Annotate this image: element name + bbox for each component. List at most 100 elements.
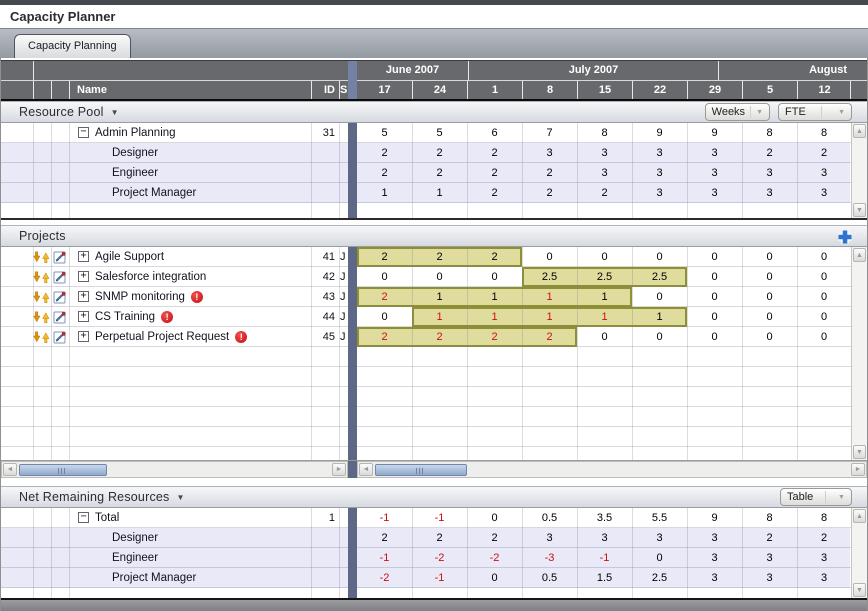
panel-splitter[interactable] xyxy=(348,123,357,218)
grid-cell[interactable]: 3 xyxy=(656,167,663,179)
vertical-scrollbar[interactable]: ▲ ▼ xyxy=(851,123,867,218)
grid-cell[interactable]: 2 xyxy=(491,167,498,179)
grid-cell[interactable]: 0 xyxy=(711,251,718,263)
grid-cell[interactable]: 0 xyxy=(436,271,443,283)
grid-cell[interactable]: 2 xyxy=(436,167,443,179)
grid-cell[interactable]: 2 xyxy=(491,147,498,159)
grid-cell[interactable]: 3 xyxy=(820,167,828,179)
row-name[interactable]: Salesforce integration xyxy=(95,271,207,283)
grid-cell[interactable]: 3 xyxy=(820,187,828,199)
priority-arrows-icon[interactable] xyxy=(33,250,50,264)
grid-cell[interactable]: 3 xyxy=(656,147,663,159)
scroll-down-icon[interactable]: ▼ xyxy=(853,445,866,459)
grid-cell[interactable]: 9 xyxy=(711,127,718,139)
grid-cell[interactable]: 8 xyxy=(601,127,608,139)
grid-cell[interactable]: 2 xyxy=(522,327,577,347)
section-caret-icon[interactable]: ▼ xyxy=(176,492,185,502)
grid-cell[interactable]: 3 xyxy=(766,187,773,199)
row-name[interactable]: Designer xyxy=(112,532,159,544)
grid-cell[interactable]: 2 xyxy=(820,147,828,159)
row-name[interactable]: Agile Support xyxy=(95,251,165,263)
left-horizontal-scrollbar[interactable]: ◄ ► xyxy=(1,461,348,478)
priority-arrows-icon[interactable] xyxy=(33,330,50,344)
add-project-icon[interactable] xyxy=(837,229,853,245)
scroll-up-icon[interactable]: ▲ xyxy=(853,509,866,523)
grid-cell[interactable]: 3 xyxy=(711,147,718,159)
grid-cell[interactable]: 0 xyxy=(656,251,663,263)
row-name[interactable]: Admin Planning xyxy=(95,127,176,139)
row-name[interactable]: CS Training! xyxy=(95,307,174,327)
row-name[interactable]: Engineer xyxy=(112,552,159,564)
grid-cell[interactable]: 8 xyxy=(766,127,773,139)
grid-cell[interactable]: 8 xyxy=(820,127,828,139)
grid-cell[interactable]: 2 xyxy=(601,187,608,199)
grid-cell[interactable]: 0 xyxy=(766,311,773,323)
grid-cell[interactable]: 0 xyxy=(766,331,773,343)
grid-cell[interactable]: 1 xyxy=(412,287,467,307)
grid-cell[interactable]: 0 xyxy=(820,271,828,283)
row-name[interactable]: SNMP monitoring! xyxy=(95,287,203,307)
grid-cell[interactable]: 2 xyxy=(546,167,553,179)
scroll-left-icon[interactable]: ◄ xyxy=(3,463,17,476)
grid-cell[interactable]: 2.5 xyxy=(522,267,577,287)
scroll-left-icon[interactable]: ◄ xyxy=(359,463,373,476)
scroll-up-icon[interactable]: ▲ xyxy=(853,124,866,138)
grid-cell[interactable]: 1 xyxy=(436,187,443,199)
grid-cell[interactable]: 3 xyxy=(711,167,718,179)
row-name[interactable]: Designer xyxy=(112,147,159,159)
toggle-expand-icon[interactable]: + xyxy=(78,311,89,322)
row-name[interactable]: Total xyxy=(95,512,120,524)
grid-cell[interactable]: 3 xyxy=(711,187,718,199)
grid-cell[interactable]: 1 xyxy=(577,287,632,307)
grid-cell[interactable]: 2 xyxy=(467,247,522,267)
vertical-scrollbar[interactable]: ▲ ▼ xyxy=(851,247,867,460)
edit-icon[interactable] xyxy=(51,270,68,284)
section-caret-icon[interactable]: ▼ xyxy=(110,107,119,117)
toggle-expand-icon[interactable]: + xyxy=(78,271,89,282)
row-name[interactable]: Project Manager xyxy=(112,187,197,199)
scroll-down-icon[interactable]: ▼ xyxy=(853,583,866,597)
units-dropdown[interactable]: FTE ▼ xyxy=(778,103,852,121)
grid-cell[interactable]: 7 xyxy=(546,127,553,139)
grid-cell[interactable]: 9 xyxy=(656,127,663,139)
grid-cell[interactable]: 2 xyxy=(381,147,388,159)
grid-cell[interactable]: 1 xyxy=(577,307,632,327)
grid-cell[interactable]: 2 xyxy=(491,187,498,199)
grid-cell[interactable]: 1 xyxy=(632,307,687,327)
edit-icon[interactable] xyxy=(51,310,68,324)
row-name[interactable]: Project Manager xyxy=(112,572,197,584)
grid-cell[interactable]: 2.5 xyxy=(577,267,632,287)
scroll-down-icon[interactable]: ▼ xyxy=(853,203,866,217)
grid-cell[interactable]: 1 xyxy=(467,307,522,327)
row-name[interactable]: Perpetual Project Request! xyxy=(95,327,248,347)
scroll-right-icon[interactable]: ► xyxy=(332,463,346,476)
edit-icon[interactable] xyxy=(51,330,68,344)
grid-cell[interactable]: 1 xyxy=(467,287,522,307)
grid-cell[interactable]: 2 xyxy=(357,287,412,307)
priority-arrows-icon[interactable] xyxy=(33,270,50,284)
grid-cell[interactable]: 2.5 xyxy=(632,267,687,287)
view-dropdown[interactable]: Table ▼ xyxy=(780,488,852,506)
grid-cell[interactable]: 0 xyxy=(546,251,553,263)
toggle-expand-icon[interactable]: + xyxy=(78,251,89,262)
grid-cell[interactable]: 3 xyxy=(601,147,608,159)
grid-cell[interactable]: 0 xyxy=(601,331,608,343)
panel-splitter[interactable] xyxy=(348,247,357,460)
grid-cell[interactable]: 2 xyxy=(357,327,412,347)
grid-cell[interactable]: 0 xyxy=(711,311,718,323)
grid-cell[interactable]: 2 xyxy=(766,147,773,159)
grid-cell[interactable]: 2 xyxy=(546,187,553,199)
grid-cell[interactable]: 0 xyxy=(766,291,773,303)
hscroll-thumb[interactable] xyxy=(375,464,467,476)
grid-cell[interactable]: 0 xyxy=(491,271,498,283)
edit-icon[interactable] xyxy=(51,290,68,304)
grid-cell[interactable]: 5 xyxy=(381,127,388,139)
toggle-collapse-icon[interactable]: − xyxy=(78,127,89,138)
grid-cell[interactable]: 3 xyxy=(601,167,608,179)
panel-splitter[interactable] xyxy=(348,461,357,478)
grid-cell[interactable]: 0 xyxy=(820,251,828,263)
grid-cell[interactable]: 2 xyxy=(357,247,412,267)
timescale-dropdown[interactable]: Weeks ▼ xyxy=(704,103,770,121)
grid-cell[interactable]: 1 xyxy=(522,307,577,327)
priority-arrows-icon[interactable] xyxy=(33,310,50,324)
